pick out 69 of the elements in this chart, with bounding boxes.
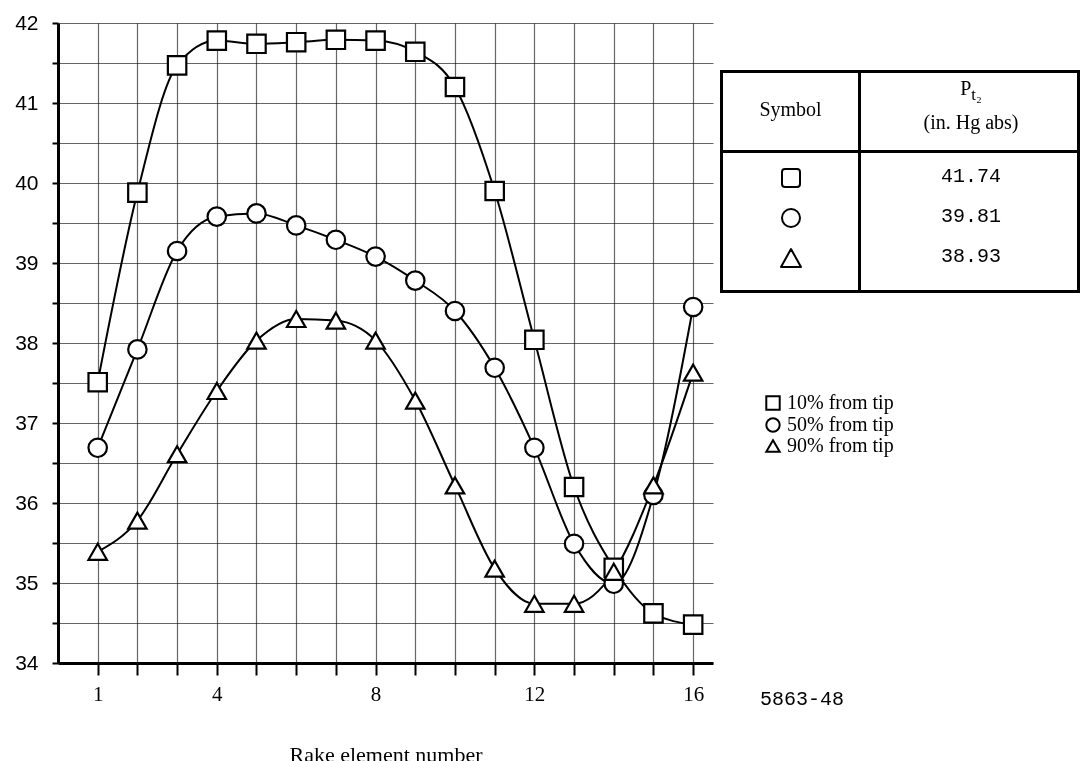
- point: [563, 476, 585, 498]
- legend-label: 10% from tip: [787, 391, 894, 414]
- point: [563, 594, 585, 613]
- point: [365, 246, 386, 267]
- point: [365, 30, 386, 51]
- text: 41.74: [940, 165, 1002, 188]
- y-tick-label: 40: [15, 170, 39, 194]
- point: [325, 29, 347, 51]
- point: [127, 339, 148, 360]
- point: [325, 311, 347, 330]
- point: [206, 30, 228, 51]
- point: [603, 562, 625, 581]
- x-tick-label: 8: [370, 681, 382, 706]
- text: (in. Hg abs): [922, 111, 1020, 134]
- point: [563, 533, 585, 555]
- point: [87, 437, 109, 459]
- point: [484, 180, 505, 202]
- point: [484, 357, 505, 379]
- text: 5863-48: [760, 688, 845, 711]
- point: [404, 41, 426, 63]
- point: [404, 270, 426, 291]
- point: [166, 240, 188, 262]
- y-tick-label: 36: [15, 490, 39, 514]
- text: Symbol: [758, 98, 823, 121]
- y-tick-label: 39: [15, 250, 39, 274]
- legend-label: 50% from tip: [787, 413, 894, 436]
- point: [404, 391, 426, 410]
- point: [484, 559, 505, 578]
- y-tick-label: 42: [15, 10, 39, 34]
- point: [285, 31, 307, 53]
- point: [325, 229, 347, 251]
- point: [246, 331, 267, 350]
- point: [682, 363, 704, 382]
- point: [682, 614, 704, 635]
- point: [87, 542, 109, 561]
- point: [524, 437, 545, 459]
- x-axis-title: Rake element number: [289, 741, 484, 761]
- point: [524, 329, 545, 351]
- x-tick-label: 16: [683, 681, 705, 706]
- y-tick-label: 38: [15, 330, 39, 354]
- x-tick-label: 4: [212, 681, 224, 706]
- point: [206, 381, 228, 401]
- point: [166, 445, 188, 464]
- point: [166, 55, 188, 76]
- y-tick-label: 41: [15, 90, 39, 114]
- point: [246, 33, 267, 55]
- point: [246, 203, 267, 224]
- point: [365, 331, 386, 350]
- x-tick-label: 12: [524, 681, 546, 706]
- point: [87, 371, 109, 393]
- point: [127, 511, 148, 530]
- text: 38.93: [940, 245, 1002, 268]
- y-tick-label: 37: [15, 410, 39, 434]
- point: [524, 594, 545, 613]
- point: [444, 76, 466, 98]
- point: [444, 476, 466, 495]
- point: [127, 182, 148, 203]
- text: 39.81: [940, 205, 1002, 228]
- point: [285, 309, 307, 329]
- y-tick-label: 34: [15, 650, 39, 674]
- y-tick-label: 35: [15, 570, 39, 594]
- point: [682, 296, 704, 318]
- text: P$_{t₂}$: [959, 77, 983, 105]
- point: [643, 476, 664, 495]
- point: [643, 603, 664, 624]
- point: [444, 300, 466, 322]
- point: [285, 215, 307, 236]
- x-tick-label: 1: [92, 681, 104, 706]
- point: [206, 206, 228, 227]
